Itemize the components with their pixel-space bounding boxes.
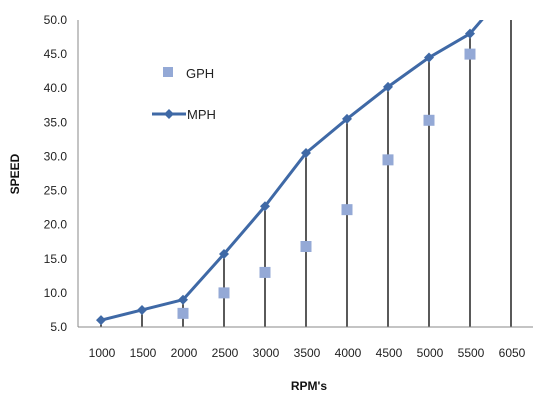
x-tick-label: 4000 (335, 346, 362, 360)
drop-lines (100, 20, 512, 327)
x-tick-label: 3000 (253, 346, 280, 360)
mph-data-point (219, 249, 229, 260)
x-tick-label: 5000 (417, 346, 444, 360)
mph-data-point (137, 304, 147, 315)
legend-gph-label: GPH (186, 66, 214, 81)
x-tick-label: 2000 (171, 346, 198, 360)
y-tick-label: 15.0 (44, 252, 68, 266)
legend-mph-marker (164, 109, 174, 119)
legend-gph-marker (163, 67, 173, 77)
mph-data-point (465, 28, 475, 39)
x-tick-label: 5500 (458, 346, 485, 360)
legend-mph-label: MPH (187, 107, 216, 122)
y-tick-label: 30.0 (44, 149, 68, 163)
x-tick-label: 3500 (294, 346, 321, 360)
y-tick-label: 20.0 (44, 218, 68, 232)
mph-data-point (96, 315, 106, 326)
mph-data-point (178, 294, 188, 305)
gph-data-point (218, 287, 230, 299)
gph-data-point (464, 48, 476, 60)
y-tick-label: 10.0 (44, 286, 68, 300)
y-tick-label: 35.0 (44, 115, 68, 129)
y-tick-label: 45.0 (44, 47, 68, 61)
plot-area (96, 20, 484, 326)
gph-data-point (382, 154, 394, 166)
y-tick-label: 40.0 (44, 81, 68, 95)
x-tick-label: 1500 (130, 346, 157, 360)
gph-data-point (177, 307, 189, 319)
mph-data-point (424, 52, 434, 63)
gph-data-point (341, 204, 353, 216)
y-tick-label: 25.0 (44, 184, 68, 198)
y-tick-label: 5.0 (50, 320, 67, 334)
gph-data-point (259, 266, 271, 278)
mph-data-point (260, 201, 270, 212)
axes (77, 20, 533, 328)
legend: GPH MPH (152, 66, 216, 122)
x-tick-label: 4500 (376, 346, 403, 360)
gph-data-point (300, 240, 312, 252)
x-tick-label: 1000 (89, 346, 116, 360)
x-tick-labels: 1000 1500 2000 2500 3000 3500 4000 4500 5000 5500… (89, 346, 526, 360)
x-tick-label: 6050 (499, 346, 526, 360)
x-tick-label: 2500 (212, 346, 239, 360)
x-axis-title: RPM's (291, 379, 328, 393)
gph-data-point (423, 114, 435, 126)
mph-data-point (383, 81, 393, 92)
y-tick-label: 50.0 (44, 13, 68, 27)
y-tick-labels: 5.0 10.0 15.0 20.0 25.0 30.0 35.0 40.0 45.0 50.0 (44, 13, 68, 334)
y-axis-title: SPEED (8, 153, 22, 194)
mph-data-point (301, 148, 311, 159)
mph-data-point (342, 113, 352, 124)
